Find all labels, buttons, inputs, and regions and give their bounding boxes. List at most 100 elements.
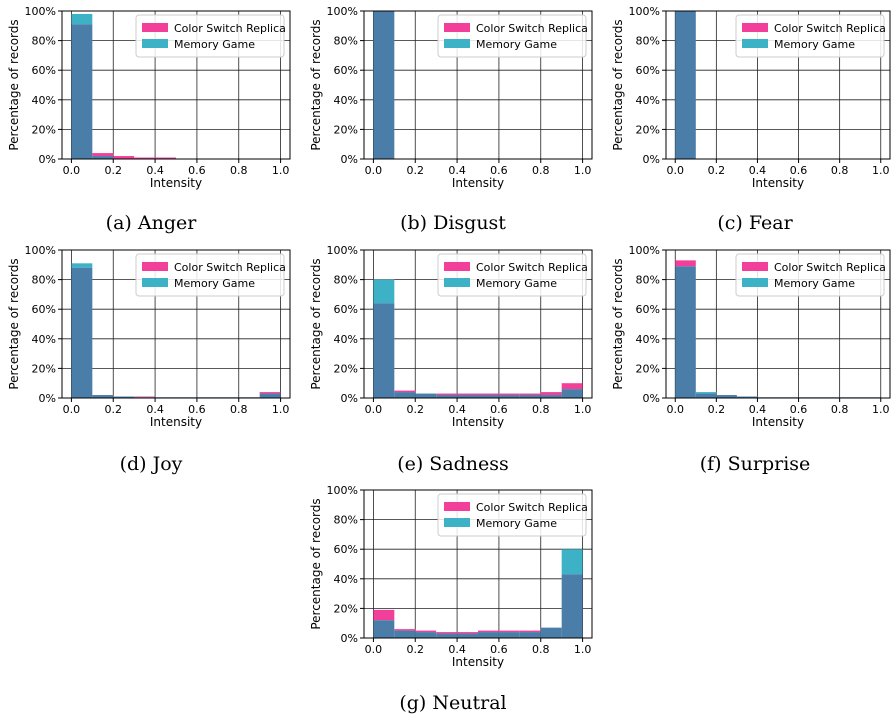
bar-overlap [457,633,478,638]
x-tick-label: 1.0 [272,403,290,416]
bar-memory-game [561,549,583,575]
bar-overlap [561,574,583,638]
legend-swatch-memory-game [142,39,168,48]
bar-color-switch-replica [457,632,478,634]
y-tick-label: 0% [643,392,660,405]
x-tick-label: 0.8 [230,164,248,177]
y-tick-label: 20% [334,602,358,615]
bar-overlap [113,396,135,398]
y-tick-label: 60% [334,543,358,556]
x-tick-label: 0.4 [749,403,767,416]
y-tick-label: 100% [629,244,660,257]
bar-color-switch-replica [561,383,583,390]
x-tick-label: 0.4 [448,403,466,416]
x-tick-label: 1.0 [272,164,290,177]
bar-overlap [373,620,395,638]
bar-overlap [519,395,541,398]
bar-overlap [259,393,281,398]
axes-frame [61,249,291,399]
x-tick-label: 0.8 [831,403,849,416]
bar-overlap [436,395,458,398]
chart-caption: (f) Surprise [700,453,811,475]
x-tick-label: 0.6 [490,403,508,416]
x-tick-label: 0.6 [188,403,206,416]
bar-overlap [478,395,499,398]
bar-overlap [436,633,458,638]
y-tick-label: 100% [327,244,358,257]
legend-label: Memory Game [174,277,255,290]
legend-box [735,253,885,297]
y-tick-label: 80% [636,274,660,287]
bar-color-switch-replica [134,157,156,159]
y-tick-label: 100% [327,5,358,18]
legend-swatch-memory-game [444,518,470,527]
bar-overlap [695,393,717,398]
x-tick-label: 1.0 [574,643,592,656]
bar-color-switch-replica [259,392,281,394]
bar-overlap [373,11,395,159]
bar-color-switch-replica [457,393,478,396]
y-tick-label: 40% [334,573,358,586]
bar-memory-game [71,263,93,268]
y-axis-label: Percentage of records [309,498,323,629]
y-tick-label: 40% [32,94,56,107]
bar-overlap [394,630,416,638]
x-tick-label: 0.8 [532,403,550,416]
bar-color-switch-replica [113,156,135,159]
bar-color-switch-replica [436,393,458,396]
chart-panel: 0% 20% 40% 60% 80% 100% 0.0 0.2 0.4 0.6 0.8 1.0 Inte… [309,244,593,475]
y-tick-label: 60% [636,64,660,77]
chart-caption: (b) Disgust [400,212,506,234]
y-tick-label: 60% [334,303,358,316]
x-axis-label: Intensity [452,415,504,429]
chart-panel: 0% 20% 40% 60% 80% 100% 0.0 0.2 0.4 0.6 0.8 1.0 Inte… [7,244,291,475]
bar-overlap [415,393,437,398]
bar-color-switch-replica [498,393,520,396]
legend-swatch-memory-game [742,39,768,48]
x-tick-label: 0.2 [406,403,424,416]
legend-swatch-memory-game [444,278,470,287]
y-axis-label: Percentage of records [7,19,21,150]
legend-label: Memory Game [774,277,855,290]
x-tick-label: 0.2 [708,164,726,177]
bar-overlap [540,395,562,398]
legend-label: Memory Game [774,38,855,51]
bar-overlap [478,632,499,638]
x-tick-label: 0.4 [146,403,164,416]
y-tick-label: 40% [334,94,358,107]
bar-overlap [675,11,696,159]
axes-frame [363,10,593,160]
legend-swatch-memory-game [742,278,768,287]
x-tick-label: 0.0 [365,403,383,416]
bar-overlap [457,395,478,398]
bar-overlap [394,392,416,398]
legend-box [135,14,285,58]
legend-swatch-memory-game [142,278,168,287]
y-tick-label: 20% [636,362,660,375]
x-tick-label: 0.6 [790,403,808,416]
x-axis-label: Intensity [452,655,504,669]
x-tick-label: 0.2 [406,643,424,656]
legend-label: Memory Game [476,277,557,290]
y-tick-label: 20% [334,362,358,375]
y-tick-label: 0% [39,153,56,166]
y-tick-label: 40% [636,94,660,107]
x-tick-label: 0.6 [188,164,206,177]
chart-panel: 0% 20% 40% 60% 80% 100% 0.0 0.2 0.4 0.6 0.8 1.0 Inte… [611,244,891,475]
bar-color-switch-replica [478,393,499,396]
x-tick-label: 0.2 [104,164,122,177]
legend-label: Memory Game [476,517,557,530]
x-tick-label: 0.0 [63,164,81,177]
y-tick-label: 20% [334,123,358,136]
bar-color-switch-replica [394,390,416,393]
x-tick-label: 0.8 [532,643,550,656]
legend-label: Color Switch Replica [174,261,286,274]
bar-memory-game [71,13,93,25]
bar-overlap [675,266,696,398]
x-axis-label: Intensity [752,415,804,429]
bar-overlap [716,395,737,398]
y-tick-label: 80% [334,514,358,527]
y-tick-label: 0% [341,153,358,166]
bar-color-switch-replica [675,260,696,267]
